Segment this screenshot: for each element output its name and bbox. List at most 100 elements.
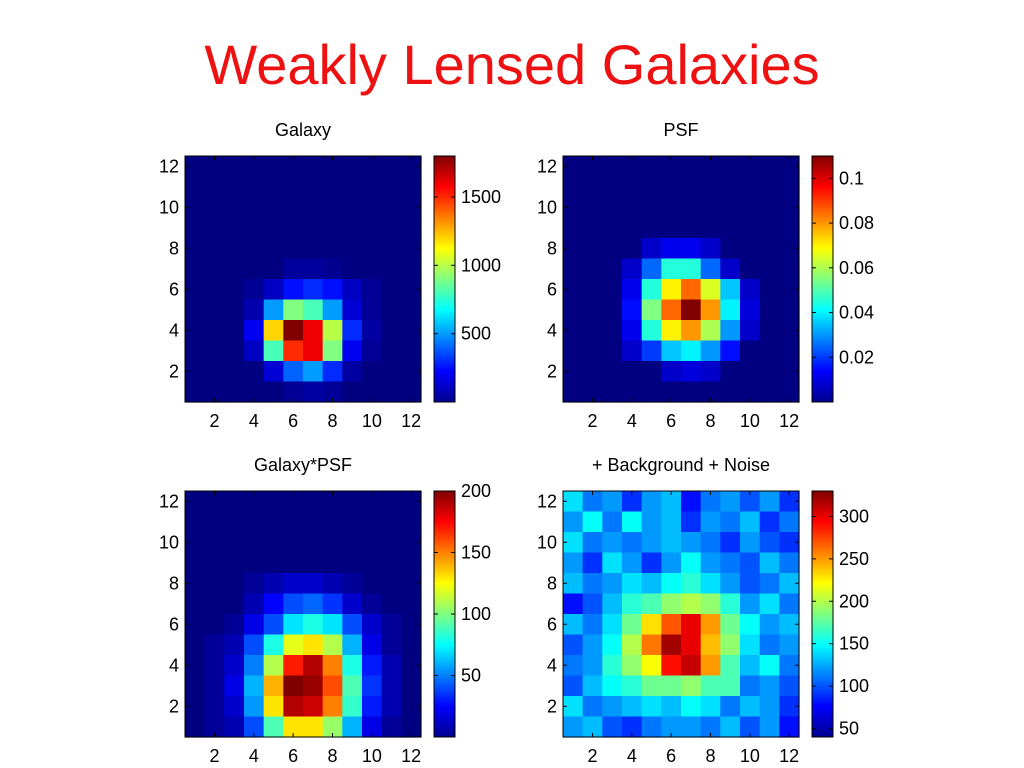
heatmap-cell-background-noise bbox=[720, 491, 741, 513]
slide-title: Weakly Lensed Galaxies bbox=[204, 33, 820, 96]
heatmap-cell-psf bbox=[641, 361, 662, 383]
heatmap-cell-galaxy-psf bbox=[303, 634, 324, 656]
heatmap-cell-psf bbox=[582, 361, 603, 383]
panel-title-background-noise: + Background + Noise bbox=[591, 455, 771, 475]
heatmap-cell-galaxy-psf bbox=[185, 716, 206, 738]
heatmap-cell-background-noise bbox=[641, 675, 662, 697]
heatmap-cell-psf bbox=[661, 217, 682, 239]
heatmap-cell-psf bbox=[622, 320, 643, 342]
heatmap-cell-psf bbox=[661, 238, 682, 260]
heatmap-cell-galaxy bbox=[322, 381, 343, 403]
heatmap-cell-psf bbox=[622, 279, 643, 301]
heatmap-cell-background-noise bbox=[563, 655, 584, 677]
heatmap-cell-psf bbox=[779, 320, 800, 342]
heatmap-cell-background-noise bbox=[681, 675, 702, 697]
heatmap-cell-galaxy-psf bbox=[185, 511, 206, 533]
heatmap-cell-galaxy-psf bbox=[381, 696, 402, 718]
heatmap-cell-psf bbox=[740, 258, 761, 280]
heatmap-cell-psf bbox=[740, 361, 761, 383]
heatmap-cell-galaxy-psf bbox=[204, 491, 225, 513]
heatmap-cell-psf bbox=[700, 217, 721, 239]
colorbar-tick-label: 50 bbox=[839, 719, 859, 739]
heatmap-cell-galaxy bbox=[185, 238, 206, 260]
heatmap-cell-galaxy bbox=[263, 238, 284, 260]
heatmap-cell-galaxy bbox=[224, 279, 245, 301]
heatmap-cell-background-noise bbox=[700, 655, 721, 677]
heatmap-cell-psf bbox=[759, 299, 780, 321]
heatmap-cell-background-noise bbox=[740, 532, 761, 554]
heatmap-cell-psf bbox=[661, 381, 682, 403]
heatmap-cell-galaxy-psf bbox=[322, 532, 343, 554]
heatmap-cell-background-noise bbox=[759, 696, 780, 718]
x-tick-label: 6 bbox=[288, 746, 298, 766]
heatmap-cell-psf bbox=[779, 299, 800, 321]
heatmap-cell-background-noise bbox=[740, 573, 761, 595]
heatmap-cell-galaxy bbox=[185, 197, 206, 219]
heatmap-cell-psf bbox=[740, 381, 761, 403]
heatmap-cell-galaxy-psf bbox=[401, 532, 422, 554]
heatmap-cell-galaxy-psf bbox=[381, 593, 402, 615]
heatmap-cell-background-noise bbox=[681, 573, 702, 595]
heatmap-cell-background-noise bbox=[641, 511, 662, 533]
heatmap-cell-psf bbox=[563, 299, 584, 321]
heatmap-cell-background-noise bbox=[582, 532, 603, 554]
heatmap-cell-background-noise bbox=[622, 491, 643, 513]
heatmap-cell-psf bbox=[759, 320, 780, 342]
y-tick-label: 4 bbox=[169, 655, 179, 675]
heatmap-cell-galaxy-psf bbox=[283, 716, 304, 738]
x-tick-label: 2 bbox=[209, 411, 219, 431]
heatmap-cell-psf bbox=[681, 238, 702, 260]
heatmap-cell-galaxy-psf bbox=[322, 491, 343, 513]
heatmap-cell-galaxy-psf bbox=[342, 511, 363, 533]
y-tick-label: 10 bbox=[159, 197, 179, 217]
heatmap-cell-psf bbox=[740, 320, 761, 342]
heatmap-cell-galaxy-psf bbox=[224, 491, 245, 513]
heatmap-cell-background-noise bbox=[779, 593, 800, 615]
heatmap-cell-psf bbox=[641, 217, 662, 239]
heatmap-cell-galaxy-psf bbox=[362, 696, 383, 718]
heatmap-cell-galaxy-psf bbox=[263, 675, 284, 697]
heatmap-cell-background-noise bbox=[622, 634, 643, 656]
heatmap-cell-background-noise bbox=[700, 634, 721, 656]
heatmap-cell-background-noise bbox=[720, 634, 741, 656]
heatmap-cell-galaxy-psf bbox=[224, 675, 245, 697]
heatmap-cell-galaxy-psf bbox=[362, 675, 383, 697]
heatmap-cell-galaxy-psf bbox=[204, 675, 225, 697]
heatmap-cell-background-noise bbox=[759, 634, 780, 656]
heatmap-panel-galaxy-psf: 2 4 6 8 10 12 2 4 6 8 10 12 50 100 150 200 bbox=[159, 481, 491, 766]
heatmap-cell-galaxy-psf bbox=[204, 593, 225, 615]
heatmap-cell-galaxy bbox=[362, 197, 383, 219]
heatmap-cell-galaxy-psf bbox=[224, 634, 245, 656]
heatmap-cell-psf bbox=[720, 176, 741, 198]
heatmap-cell-background-noise bbox=[700, 573, 721, 595]
heatmap-cell-galaxy bbox=[362, 176, 383, 198]
heatmap-cell-background-noise bbox=[641, 593, 662, 615]
heatmap-cell-psf bbox=[661, 156, 682, 178]
heatmap-cell-galaxy bbox=[263, 320, 284, 342]
heatmap-cell-background-noise bbox=[563, 593, 584, 615]
heatmap-cell-galaxy-psf bbox=[401, 655, 422, 677]
heatmap-cell-psf bbox=[661, 320, 682, 342]
heatmap-cell-background-noise bbox=[759, 614, 780, 636]
y-tick-label: 6 bbox=[169, 614, 179, 634]
heatmap-cell-galaxy-psf bbox=[342, 532, 363, 554]
heatmap-cell-background-noise bbox=[641, 716, 662, 738]
heatmap-cell-psf bbox=[602, 238, 623, 260]
heatmap-cell-background-noise bbox=[720, 573, 741, 595]
heatmap-cell-galaxy bbox=[381, 258, 402, 280]
heatmap-cell-galaxy-psf bbox=[342, 716, 363, 738]
heatmap-cell-galaxy-psf bbox=[204, 573, 225, 595]
heatmap-cell-background-noise bbox=[661, 655, 682, 677]
heatmap-cell-psf bbox=[700, 279, 721, 301]
colorbar-tick-label: 200 bbox=[461, 481, 491, 501]
y-tick-label: 6 bbox=[547, 279, 557, 299]
heatmap-cell-galaxy-psf bbox=[362, 593, 383, 615]
heatmap-cell-background-noise bbox=[740, 655, 761, 677]
heatmap-cell-galaxy bbox=[322, 176, 343, 198]
heatmap-cell-background-noise bbox=[700, 716, 721, 738]
heatmap-cell-galaxy-psf bbox=[244, 696, 265, 718]
heatmap-cell-galaxy-psf bbox=[224, 593, 245, 615]
heatmap-cell-galaxy bbox=[224, 176, 245, 198]
heatmap-cell-galaxy bbox=[185, 320, 206, 342]
heatmap-cell-background-noise bbox=[563, 511, 584, 533]
